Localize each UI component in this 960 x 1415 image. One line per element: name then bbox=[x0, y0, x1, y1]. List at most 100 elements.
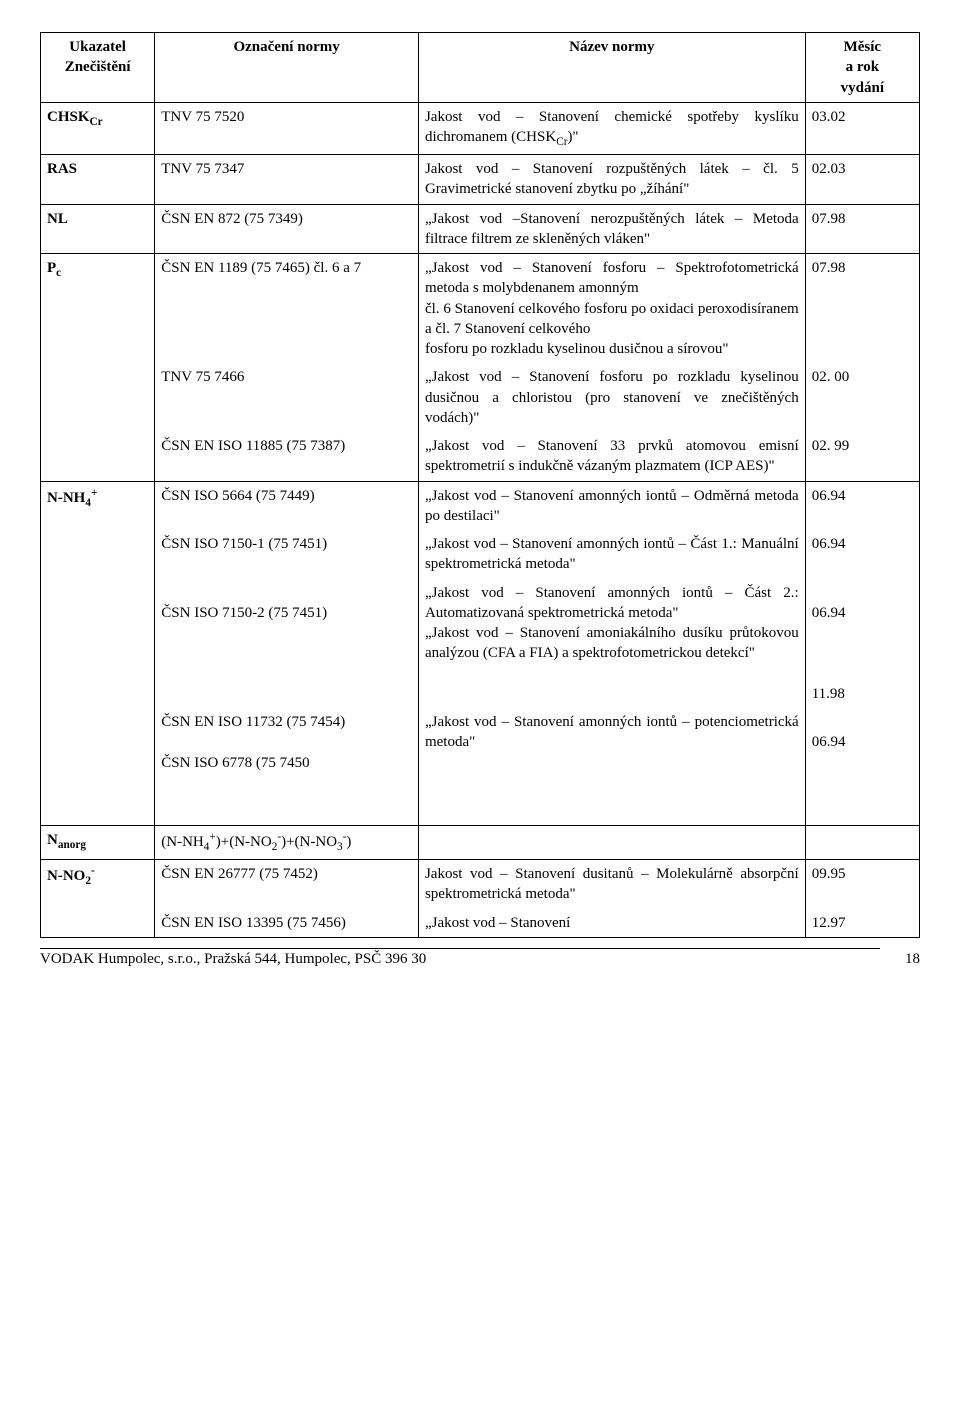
text: )+(N-NO bbox=[216, 834, 272, 850]
text: )" bbox=[567, 129, 578, 145]
text: ČSN ISO 6778 (75 7450 bbox=[161, 755, 309, 771]
cell-norm: ČSN EN ISO 11885 (75 7387) bbox=[155, 432, 419, 481]
cell-empty bbox=[805, 777, 919, 826]
table-row: N-NH4+ ČSN ISO 5664 (75 7449) „Jakost vo… bbox=[41, 481, 920, 530]
header-text: Znečištění bbox=[65, 59, 131, 75]
table-row: Pc ČSN EN 1189 (75 7465) čl. 6 a 7 „Jako… bbox=[41, 254, 920, 364]
text: ČSN ISO 7150-2 (75 7451) bbox=[161, 605, 327, 621]
text: CHSK bbox=[47, 109, 90, 125]
text: 11.98 bbox=[812, 686, 845, 702]
text: 06.94 bbox=[812, 605, 846, 621]
cell-date bbox=[805, 825, 919, 859]
cell-norm: ČSN ISO 7150-1 (75 7451) bbox=[155, 530, 419, 579]
cell-indicator: RAS bbox=[41, 155, 155, 205]
cell-desc: Jakost vod – Stanovení rozpuštěných láte… bbox=[418, 155, 805, 205]
text: Cr bbox=[90, 116, 103, 128]
cell-date: 03.02 bbox=[805, 102, 919, 154]
cell-indicator: NL bbox=[41, 204, 155, 254]
table-row: TNV 75 7466 „Jakost vod – Stanovení fosf… bbox=[41, 363, 920, 432]
table-row: NL ČSN EN 872 (75 7349) „Jakost vod –Sta… bbox=[41, 204, 920, 254]
cell-date: 06.94 11.98 bbox=[805, 579, 919, 709]
cell-date: 12.97 bbox=[805, 909, 919, 938]
cell-indicator: N-NO2- bbox=[41, 860, 155, 938]
text: NL bbox=[47, 211, 68, 227]
table-row: CHSKCr TNV 75 7520 Jakost vod – Stanoven… bbox=[41, 102, 920, 154]
cell-norm: ČSN EN 1189 (75 7465) čl. 6 a 7 bbox=[155, 254, 419, 364]
footer-company: VODAK Humpolec, s.r.o., Pražská 544, Hum… bbox=[40, 948, 880, 968]
header-text: vydání bbox=[841, 80, 884, 96]
text: „Jakost vod – Stanovení fosforu – Spektr… bbox=[425, 260, 799, 296]
cell-norm: ČSN ISO 5664 (75 7449) bbox=[155, 481, 419, 530]
cell-date: 07.98 bbox=[805, 254, 919, 364]
table-row: ČSN EN ISO 11885 (75 7387) „Jakost vod –… bbox=[41, 432, 920, 481]
text: N bbox=[47, 832, 58, 848]
cell-date: 02. 99 bbox=[805, 432, 919, 481]
text: - bbox=[91, 865, 95, 877]
cell-norm: ČSN EN 872 (75 7349) bbox=[155, 204, 419, 254]
cell-date: 07.98 bbox=[805, 204, 919, 254]
cell-norm: ČSN EN ISO 11732 (75 7454) ČSN ISO 6778 … bbox=[155, 708, 419, 777]
header-norm-id: Označení normy bbox=[155, 33, 419, 103]
text: N-NH bbox=[47, 490, 85, 506]
header-date: Měsíc a rok vydání bbox=[805, 33, 919, 103]
cell-date: 06.94 bbox=[805, 530, 919, 579]
footer-page-number: 18 bbox=[880, 951, 920, 968]
text: + bbox=[91, 487, 97, 499]
text: Jakost vod – Stanovení chemické spotřeby… bbox=[425, 109, 799, 145]
cell-indicator: Nanorg bbox=[41, 825, 155, 859]
header-norm-name: Název normy bbox=[418, 33, 805, 103]
cell-desc: Jakost vod – Stanovení chemické spotřeby… bbox=[418, 102, 805, 154]
cell-desc: „Jakost vod – Stanovení fosforu po rozkl… bbox=[418, 363, 805, 432]
cell-desc: „Jakost vod – Stanovení 33 prvků atomovo… bbox=[418, 432, 805, 481]
text: 06.94 bbox=[812, 734, 846, 750]
text: „Jakost vod – Stanovení amonných iontů –… bbox=[425, 585, 799, 621]
header-text: Ukazatel bbox=[69, 39, 126, 55]
text: P bbox=[47, 260, 56, 276]
cell-desc: „Jakost vod – Stanovení amonných iontů –… bbox=[418, 481, 805, 530]
cell-date: 09.95 bbox=[805, 860, 919, 909]
cell-norm: (N-NH4+)+(N-NO2-)+(N-NO3-) bbox=[155, 825, 419, 859]
text: RAS bbox=[47, 161, 77, 177]
cell-desc: „Jakost vod – Stanovení amonných iontů –… bbox=[418, 579, 805, 709]
table-row: ČSN ISO 7150-2 (75 7451) „Jakost vod – S… bbox=[41, 579, 920, 709]
cell-norm: TNV 75 7520 bbox=[155, 102, 419, 154]
cell-norm: TNV 75 7466 bbox=[155, 363, 419, 432]
table-header-row: Ukazatel Znečištění Označení normy Název… bbox=[41, 33, 920, 103]
cell-norm: TNV 75 7347 bbox=[155, 155, 419, 205]
text: N-NO bbox=[47, 868, 85, 884]
cell-indicator: Pc bbox=[41, 254, 155, 482]
table-row-spacer bbox=[41, 777, 920, 826]
table-row: Nanorg (N-NH4+)+(N-NO2-)+(N-NO3-) bbox=[41, 825, 920, 859]
cell-date: 02.03 bbox=[805, 155, 919, 205]
cell-empty bbox=[155, 777, 419, 826]
header-text: a rok bbox=[846, 59, 879, 75]
standards-table: Ukazatel Znečištění Označení normy Název… bbox=[40, 32, 920, 938]
text: čl. 6 Stanovení celkového fosforu po oxi… bbox=[425, 301, 799, 337]
cell-date: 02. 00 bbox=[805, 363, 919, 432]
cell-desc: Jakost vod – Stanovení dusitanů – Moleku… bbox=[418, 860, 805, 909]
cell-desc: „Jakost vod – Stanovení bbox=[418, 909, 805, 938]
cell-empty bbox=[418, 777, 805, 826]
page-footer: VODAK Humpolec, s.r.o., Pražská 544, Hum… bbox=[40, 948, 920, 968]
table-row: RAS TNV 75 7347 Jakost vod – Stanovení r… bbox=[41, 155, 920, 205]
cell-norm: ČSN EN ISO 13395 (75 7456) bbox=[155, 909, 419, 938]
table-row: ČSN EN ISO 13395 (75 7456) „Jakost vod –… bbox=[41, 909, 920, 938]
text: (N-NH bbox=[161, 834, 204, 850]
text: fosforu po rozkladu kyselinou dusičnou a… bbox=[425, 341, 729, 357]
cell-indicator: CHSKCr bbox=[41, 102, 155, 154]
cell-indicator: N-NH4+ bbox=[41, 481, 155, 825]
cell-date: 06.94 bbox=[805, 481, 919, 530]
cell-desc: „Jakost vod – Stanovení amonných iontů –… bbox=[418, 530, 805, 579]
text: ČSN EN ISO 11732 (75 7454) bbox=[161, 714, 345, 730]
cell-desc: „Jakost vod –Stanovení nerozpuštěných lá… bbox=[418, 204, 805, 254]
header-text: Měsíc bbox=[844, 39, 881, 55]
cell-desc: „Jakost vod – Stanovení amonných iontů –… bbox=[418, 708, 805, 777]
text: )+(N-NO bbox=[281, 834, 337, 850]
text: „Jakost vod – Stanovení amoniakálního du… bbox=[425, 625, 799, 661]
header-indicator: Ukazatel Znečištění bbox=[41, 33, 155, 103]
text: c bbox=[56, 267, 61, 279]
cell-norm: ČSN ISO 7150-2 (75 7451) bbox=[155, 579, 419, 709]
text: ) bbox=[346, 834, 351, 850]
text: Cr bbox=[556, 136, 567, 148]
text: anorg bbox=[58, 839, 86, 851]
